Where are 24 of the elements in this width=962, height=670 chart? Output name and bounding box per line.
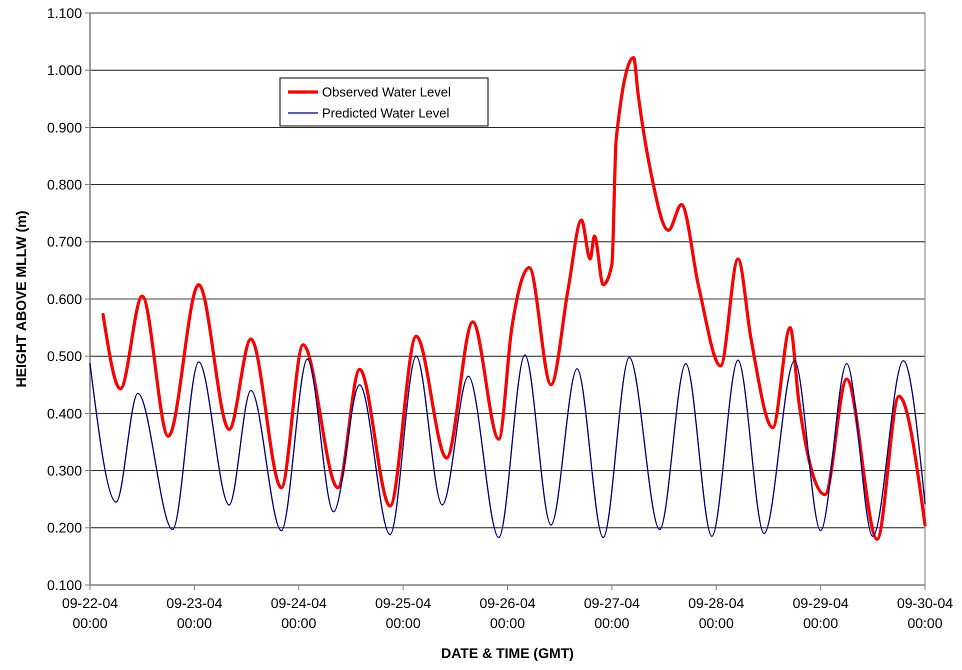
legend-label: Predicted Water Level [322,106,450,121]
y-tick-label: 0.100 [46,576,82,593]
y-tick-label: 0.700 [46,234,82,250]
x-tick-label: 09-28-04 00:00 [688,595,744,631]
y-tick-label: 0.800 [46,176,82,192]
x-tick-label: 09-23-04 00:00 [166,595,223,631]
x-axis-title: DATE & TIME (GMT) [441,645,574,661]
x-tick-label: 09-22-04 00:00 [62,595,118,631]
x-tick-label: 09-29-04 00:00 [792,595,849,631]
y-axis-title: HEIGHT ABOVE MLLW (m) [13,210,29,388]
y-tick-label: 0.300 [46,462,82,478]
x-tick-label: 09-24-04 00:00 [270,595,327,631]
x-tick-label: 09-25-04 00:00 [375,595,432,631]
y-tick-label: 0.500 [46,348,82,364]
x-tick-label: 09-27-04 00:00 [584,595,640,631]
y-tick-label: 1.100 [46,4,82,21]
y-tick-label: 0.200 [46,520,82,536]
x-tick-label: 09-26-04 00:00 [479,595,536,631]
y-tick-label: 1.000 [46,62,82,78]
y-tick-label: 0.600 [46,290,82,307]
y-tick-label: 0.400 [46,405,82,422]
y-tick-label: 0.900 [46,119,82,136]
x-tick-label: 09-30-04 00:00 [896,595,954,631]
legend-label: Observed Water Level [322,84,451,100]
